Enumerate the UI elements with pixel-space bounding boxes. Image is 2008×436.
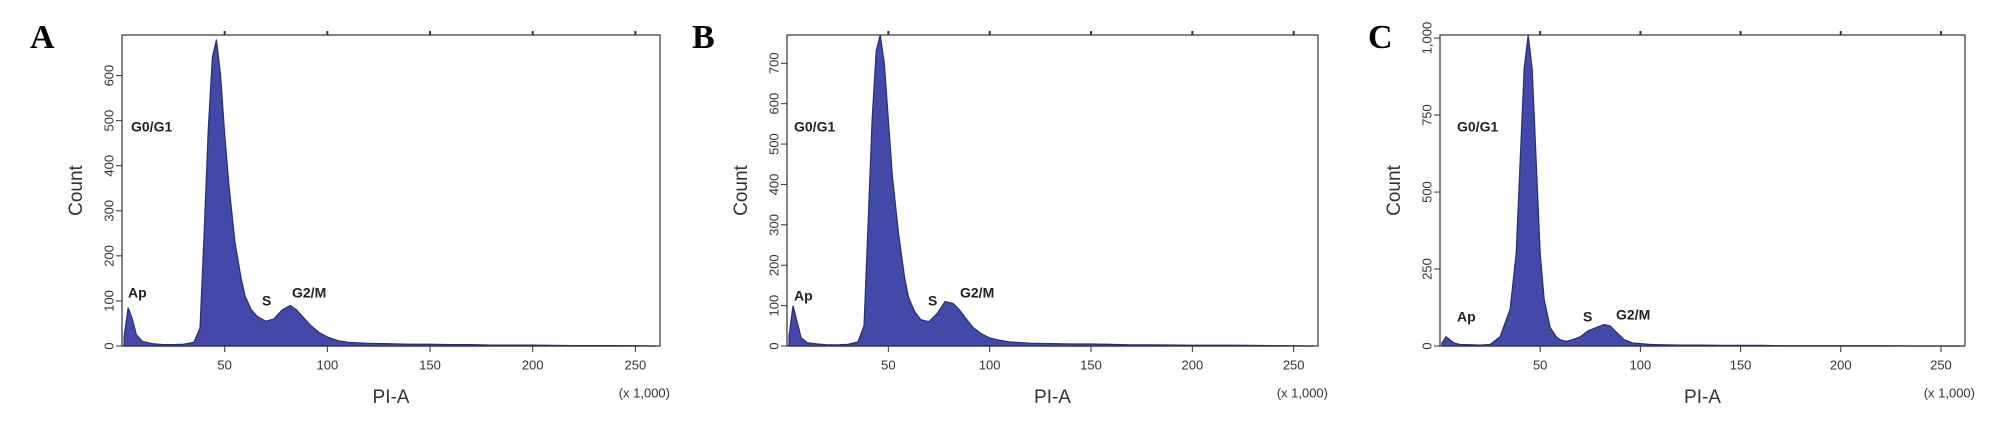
phase-annotation: G0/G1 <box>794 119 835 135</box>
x-tick-label: 150 <box>1730 357 1752 372</box>
phase-annotation: Ap <box>794 288 813 304</box>
x-axis-label: PI-A <box>1684 387 1721 408</box>
x-tick-label: 250 <box>1283 357 1305 372</box>
phase-annotation: G0/G1 <box>1457 119 1498 135</box>
phase-annotation: Ap <box>128 285 147 301</box>
y-tick-label: 200 <box>766 254 781 276</box>
y-axis-label: Count <box>1384 164 1405 215</box>
histogram-area <box>1441 34 1961 347</box>
x-tick-label: 100 <box>316 357 338 372</box>
plot-frame <box>1439 34 1966 347</box>
y-tick-label: 0 <box>766 342 781 349</box>
histogram-area <box>123 39 656 347</box>
phase-annotation: S <box>262 293 271 309</box>
x-axis-label: PI-A <box>373 387 410 408</box>
y-tick-label: 500 <box>766 133 781 155</box>
x-tick-label: 100 <box>979 357 1001 372</box>
y-tick-label: 1,000 <box>1419 22 1434 55</box>
x-tick-label: 200 <box>1181 357 1203 372</box>
x-tick-label: 150 <box>419 357 441 372</box>
y-tick-label: 250 <box>1419 258 1434 280</box>
panel-label: B <box>692 19 715 56</box>
x-tick-label: 250 <box>625 357 647 372</box>
phase-annotation: G2/M <box>292 285 326 301</box>
phase-annotation: G2/M <box>960 285 994 301</box>
panel-label: A <box>30 19 55 56</box>
phase-annotation: Ap <box>1457 309 1476 325</box>
phase-annotation: G0/G1 <box>131 119 172 135</box>
panel-label: C <box>1368 19 1393 56</box>
y-tick-label: 0 <box>1419 342 1434 349</box>
y-tick-label: 750 <box>1419 104 1434 126</box>
y-axis-label: Count <box>66 164 87 215</box>
phase-annotation: S <box>1583 309 1592 325</box>
x-tick-label: 100 <box>1630 357 1652 372</box>
y-tick-label: 300 <box>101 200 116 222</box>
y-tick-label: 400 <box>101 155 116 177</box>
y-tick-label: 500 <box>1419 181 1434 203</box>
x-tick-label: 200 <box>522 357 544 372</box>
plot-frame <box>786 34 1319 347</box>
x-tick-label: 50 <box>1533 357 1547 372</box>
y-tick-label: 500 <box>101 110 116 132</box>
y-tick-label: 0 <box>101 342 116 349</box>
x-unit-note: (x 1,000) <box>1277 385 1328 400</box>
y-tick-label: 400 <box>766 174 781 196</box>
y-tick-label: 600 <box>766 93 781 115</box>
y-tick-label: 700 <box>766 52 781 74</box>
y-tick-label: 200 <box>101 245 116 267</box>
y-tick-label: 300 <box>766 214 781 236</box>
phase-annotation: G2/M <box>1616 307 1650 323</box>
y-axis-label: Count <box>731 164 752 215</box>
phase-annotation: S <box>928 293 937 309</box>
x-tick-label: 50 <box>881 357 895 372</box>
plot-frame <box>121 34 661 347</box>
y-tick-label: 600 <box>101 65 116 87</box>
y-tick-label: 100 <box>101 290 116 312</box>
histogram-area <box>788 34 1314 347</box>
x-tick-label: 200 <box>1830 357 1852 372</box>
y-tick-label: 100 <box>766 295 781 317</box>
x-unit-note: (x 1,000) <box>619 385 670 400</box>
x-unit-note: (x 1,000) <box>1924 385 1975 400</box>
x-tick-label: 250 <box>1930 357 1952 372</box>
x-axis-label: PI-A <box>1034 387 1071 408</box>
x-tick-label: 150 <box>1080 357 1102 372</box>
x-tick-label: 50 <box>217 357 231 372</box>
